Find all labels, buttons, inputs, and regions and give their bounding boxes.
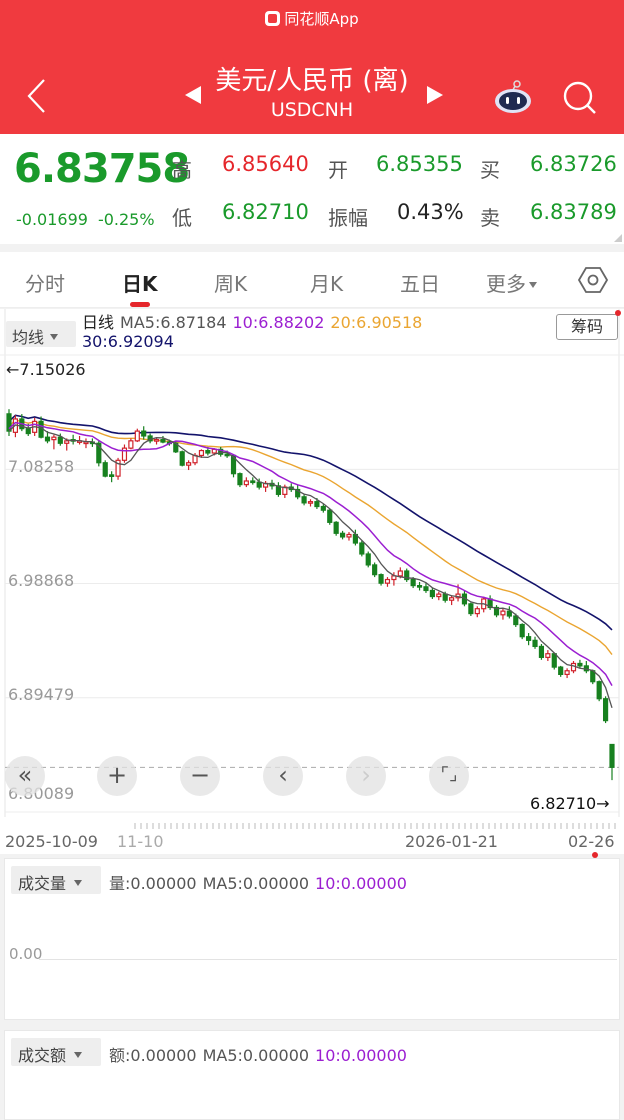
volume-zero-label: 0.00 [9,945,43,963]
volume-ma5: MA5:0.00000 [202,874,310,893]
legend-ma20: 20:6.90518 [330,313,423,332]
back-icon[interactable] [24,76,50,116]
x-axis: 2025-10-09 11-10 2026-01-21 02-26 [0,817,624,858]
tab-monthly-k[interactable]: 月K [310,272,344,296]
today-marker-dot [592,852,598,858]
ma-legend: 日线 MA5:6.87184 10:6.88202 20:6.90518 30:6.92… [82,313,552,351]
x-label-start: 2025-10-09 [5,832,98,851]
bid-label: 买 [480,158,500,182]
price-change: -0.01699 -0.25% [16,210,155,229]
change-value: -0.01699 [16,210,88,229]
last-price: 6.83758 [14,146,190,192]
ma-selector-label: 均线 [12,328,45,347]
volume-baseline [39,959,617,960]
next-symbol-button[interactable] [427,86,443,104]
change-percent: -0.25% [97,210,155,229]
chevron-down-icon [529,282,537,288]
kline-chart[interactable] [0,309,624,817]
max-price-label: ←7.15026 [6,360,86,379]
legend-ma30: 30:6.92094 [82,332,174,351]
volume-selector-label: 成交量 [18,874,67,893]
zoom-in-button[interactable]: + [97,756,137,796]
amount-ma5: MA5:0.00000 [202,1046,310,1065]
legend-prefix: 日线 [82,313,115,332]
low-value: 6.82710 [222,200,309,224]
volume-ma10: 10:0.00000 [315,874,407,893]
y-label-2: 6.98868 [8,571,75,590]
symbol-name: 美元/人民币 (离) [215,66,409,96]
tab-more[interactable]: 更多 [486,268,537,297]
open-label: 开 [328,158,348,182]
high-value: 6.85640 [222,152,309,176]
ma-selector[interactable]: 均线 [6,321,76,347]
amount-indicator-selector[interactable]: 成交额 [11,1038,101,1066]
active-tab-indicator [130,302,150,307]
x-label-end: 02-26 [568,832,615,851]
ask-label: 卖 [480,206,500,230]
low-label: 低 [172,206,192,230]
y-label-1: 7.08258 [8,457,75,476]
tab-five-day[interactable]: 五日 [400,272,440,296]
settings-hexagon-icon[interactable] [578,265,608,295]
volume-legend: 量:0.00000 MA5:0.00000 10:0.00000 [109,870,413,894]
ask-value: 6.83789 [530,200,617,224]
notification-dot [615,310,621,316]
tab-weekly-k[interactable]: 周K [214,272,248,296]
app-header: 同花顺App 美元/人民币 (离) USDCNH [0,0,624,134]
amount-value: 额:0.00000 [109,1046,197,1065]
fullscreen-button[interactable]: ⌜⌟ [429,756,469,796]
kline-chart-panel: 均线 日线 MA5:6.87184 10:6.88202 20:6.90518 30:6… [0,309,624,858]
y-label-3: 6.89479 [8,685,75,704]
quote-panel: 6.83758 -0.01699 -0.25% 高 6.85640 开 6.853… [0,134,624,244]
amount-selector-label: 成交额 [18,1046,67,1065]
scroll-left-button[interactable]: ‹ [263,756,303,796]
app-badge: 同花顺App [0,8,624,29]
ai-assistant-robot-icon[interactable] [494,80,532,114]
symbol-title: 美元/人民币 (离) USDCNH [0,64,624,122]
high-label: 高 [172,158,192,182]
app-badge-label: 同花顺App [284,10,359,28]
x-axis-ticks[interactable] [0,817,624,831]
chip-distribution-button[interactable]: 筹码 [556,314,618,340]
symbol-code: USDCNH [270,99,354,121]
dropdown-arrow-icon [74,1052,83,1058]
period-tabs: 分时 日K 周K 月K 五日 更多 [0,252,624,308]
open-value: 6.85355 [376,152,463,176]
x-label-2: 11-10 [117,832,164,851]
dropdown-arrow-icon [74,880,83,886]
legend-ma10: 10:6.88202 [232,313,325,332]
volume-panel: 成交量 量:0.00000 MA5:0.00000 10:0.00000 0.00 [4,858,620,1020]
amplitude-value: 0.43% [397,200,464,224]
legend-ma5: MA5:6.87184 [120,313,227,332]
expand-corner-icon[interactable] [614,234,622,242]
search-icon[interactable] [562,80,598,116]
tab-intraday[interactable]: 分时 [25,272,65,296]
app-logo-icon [265,11,281,26]
tab-daily-k[interactable]: 日K [122,272,158,296]
bid-value: 6.83726 [530,152,617,176]
prev-symbol-button[interactable] [185,86,201,104]
x-label-3: 2026-01-21 [405,832,498,851]
min-price-label: 6.82710→ [530,794,610,813]
dropdown-arrow-icon [50,334,59,340]
scroll-to-start-button[interactable]: « [5,756,45,796]
amount-panel: 成交额 额:0.00000 MA5:0.00000 10:0.00000 [4,1030,620,1120]
volume-value: 量:0.00000 [109,874,197,893]
zoom-out-button[interactable]: − [180,756,220,796]
scroll-right-button[interactable]: › [346,756,386,796]
amount-legend: 额:0.00000 MA5:0.00000 10:0.00000 [109,1042,413,1066]
tab-more-label: 更多 [486,272,526,296]
volume-indicator-selector[interactable]: 成交量 [11,866,101,894]
amplitude-label: 振幅 [328,206,368,230]
amount-ma10: 10:0.00000 [315,1046,407,1065]
